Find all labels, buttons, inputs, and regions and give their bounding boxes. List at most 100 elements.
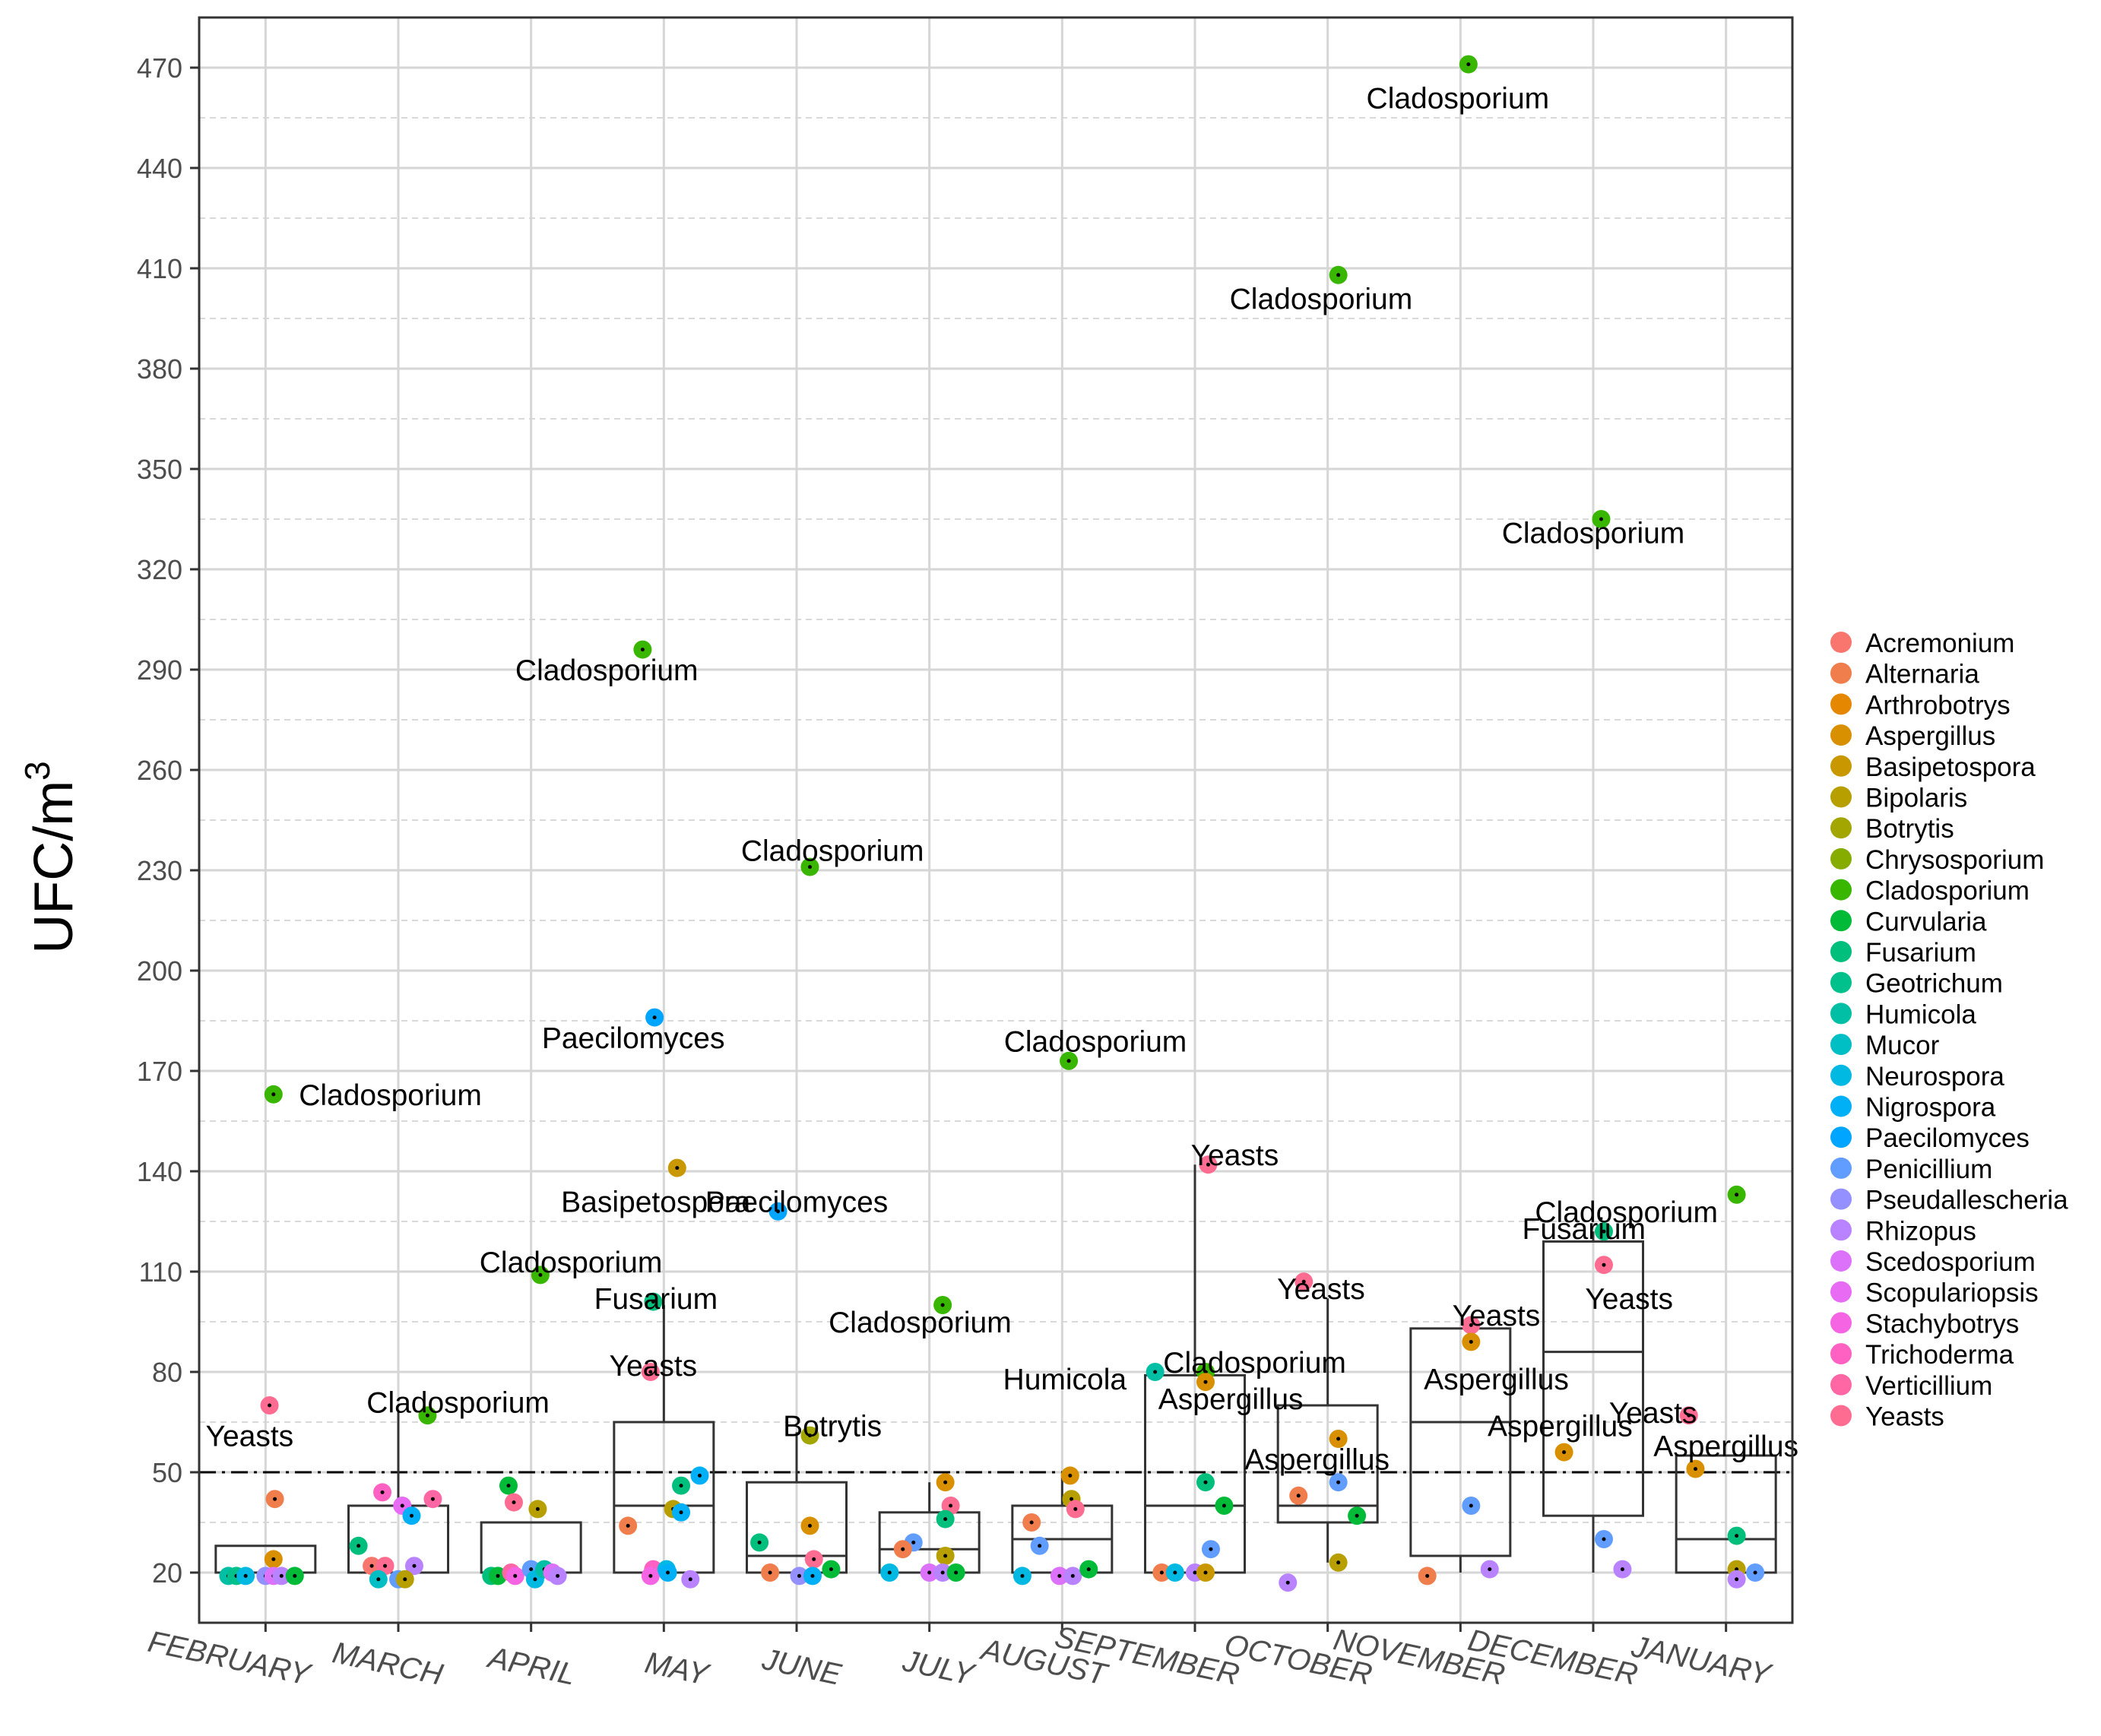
point-rhizopus — [1063, 1567, 1082, 1586]
boxplot-november — [1409, 1327, 1512, 1573]
point-cladosporium — [1329, 265, 1348, 284]
legend-label: Humicola — [1865, 999, 1976, 1029]
annotation-paecilomyces: Paecilomyces — [542, 1022, 725, 1055]
point-fusarium — [1196, 1473, 1215, 1492]
annotation-yeasts: Yeasts — [610, 1350, 698, 1383]
legend-swatch — [1830, 1064, 1852, 1086]
point-cladosporium — [1727, 1185, 1746, 1204]
point-center — [400, 1503, 404, 1508]
point-center — [273, 1497, 277, 1501]
y-tick-label: 290 — [137, 654, 182, 686]
point-curvularia — [822, 1560, 841, 1579]
legend-swatch — [1830, 786, 1852, 808]
legend-label: Paecilomyces — [1865, 1123, 2030, 1153]
point-cladosporium — [933, 1296, 952, 1314]
point-nigrospora — [658, 1563, 677, 1582]
point-yeasts — [1295, 1272, 1314, 1291]
point-center — [940, 1570, 945, 1575]
point-neurospora — [1012, 1567, 1031, 1586]
point-cladosporium — [633, 640, 652, 659]
point-center — [1735, 1534, 1739, 1538]
y-tick-label: 470 — [137, 52, 182, 84]
legend-swatch — [1830, 1405, 1852, 1427]
legend-item-fusarium: Fusarium — [1830, 938, 1976, 968]
annotation-fusarium: Fusarium — [1523, 1213, 1646, 1246]
legend-swatch — [1830, 1188, 1852, 1210]
point-center — [1469, 1503, 1473, 1508]
legend-swatch — [1830, 941, 1852, 962]
legend-item-verticillium: Verticillium — [1830, 1371, 1992, 1401]
point-center — [496, 1573, 500, 1578]
point-bipolaris — [395, 1570, 414, 1589]
boxplot-january — [1675, 1454, 1777, 1574]
annotation-yeasts: Yeasts — [1277, 1273, 1365, 1306]
annotation-cladosporium: Cladosporium — [480, 1247, 663, 1279]
point-nigrospora — [402, 1506, 421, 1525]
annotation-cladosporium: Cladosporium — [741, 835, 924, 868]
annotation-yeasts: Yeasts — [206, 1421, 294, 1453]
point-center — [697, 1473, 702, 1478]
point-aspergillus — [1060, 1466, 1079, 1485]
point-center — [679, 1510, 683, 1515]
legend-label: Yeasts — [1865, 1402, 1944, 1432]
point-rhizopus — [681, 1570, 700, 1589]
annotation-aspergillus: Aspergillus — [1244, 1443, 1390, 1476]
point-basipetospora — [1196, 1563, 1215, 1582]
point-center — [403, 1577, 407, 1582]
legend-label: Penicillium — [1865, 1155, 1992, 1184]
legend-swatch — [1830, 693, 1852, 715]
point-center — [887, 1570, 892, 1575]
point-center — [666, 1570, 670, 1575]
legend-label: Botrytis — [1865, 814, 1954, 844]
legend-item-aspergillus: Aspergillus — [1830, 721, 1995, 751]
point-center — [688, 1577, 692, 1582]
point-center — [1336, 273, 1341, 277]
legend-label: Mucor — [1865, 1031, 1940, 1060]
point-center — [768, 1570, 772, 1575]
point-center — [556, 1573, 560, 1578]
point-center — [640, 648, 645, 652]
point-center — [1073, 1506, 1078, 1511]
point-fusarium — [1594, 1222, 1613, 1241]
y-axis-title-text: UFC/m — [24, 781, 84, 954]
point-center — [943, 1480, 948, 1484]
svg-text:UFC/m3: UFC/m3 — [17, 761, 84, 954]
point-center — [535, 1506, 540, 1511]
point-fusarium — [936, 1509, 955, 1529]
point-center — [927, 1570, 932, 1575]
y-axis: 20 50 80 110 140 170 200 230 260 290 320 350 380 410 4… — [137, 52, 199, 1589]
y-tick-label: 260 — [137, 755, 182, 786]
point-cladosporium — [418, 1406, 437, 1425]
point-yeasts — [1462, 1316, 1481, 1335]
data-points — [219, 55, 1765, 1592]
point-center — [512, 1500, 516, 1505]
point-center — [807, 1523, 812, 1528]
legend-label: Trichoderma — [1865, 1340, 2014, 1370]
point-center — [812, 1557, 816, 1561]
point-nigrospora — [690, 1466, 709, 1485]
legend-label: Geotrichum — [1865, 969, 2003, 999]
point-cladosporium — [1060, 1051, 1079, 1070]
point-center — [626, 1523, 630, 1528]
point-center — [1153, 1370, 1158, 1374]
grid-lines — [199, 17, 1792, 1624]
legend-item-nigrospora: Nigrospora — [1830, 1093, 1996, 1123]
point-rhizopus — [404, 1557, 423, 1576]
point-center — [652, 1015, 657, 1020]
point-center — [1203, 1370, 1208, 1374]
legend-swatch — [1830, 847, 1852, 870]
legend-swatch — [1830, 1034, 1852, 1056]
y-tick-label: 230 — [137, 855, 182, 886]
annotation-cladosporium: Cladosporium — [515, 654, 699, 687]
legend-item-chrysosporium: Chrysosporium — [1830, 845, 2044, 875]
point-center — [807, 1433, 812, 1438]
point-verticillium — [423, 1490, 442, 1509]
legend-item-scopulariopsis: Scopulariopsis — [1830, 1278, 2039, 1308]
legend-label: Cladosporium — [1865, 876, 2030, 906]
annotation-aspergillus: Aspergillus — [1653, 1430, 1798, 1463]
point-penicillium — [1030, 1536, 1049, 1555]
point-alternaria — [1418, 1567, 1437, 1586]
point-center — [1086, 1567, 1091, 1572]
point-center — [943, 1517, 948, 1522]
